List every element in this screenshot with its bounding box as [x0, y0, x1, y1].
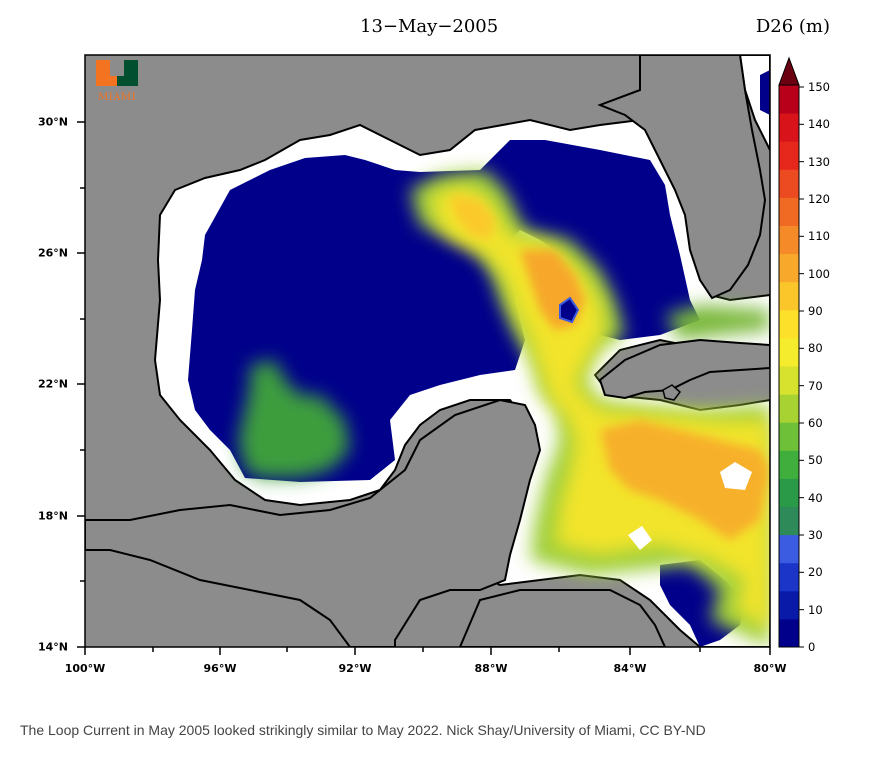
d26-map-figure: 13−May−2005 D26 (m) — [38, 16, 830, 675]
colorbar — [778, 84, 804, 648]
colorbar-tick-label: 120 — [808, 192, 830, 206]
florida-peninsula — [597, 55, 767, 300]
y-tick-26n: 26°N — [38, 246, 69, 260]
colorbar-tick-label: 100 — [808, 266, 830, 281]
colorbar-tick-label: 20 — [808, 565, 823, 580]
loop-current-yellow — [430, 185, 770, 630]
cuba-island — [598, 338, 770, 400]
colorbar-tick-label: 110 — [808, 229, 830, 244]
colorbar-tick-label: 50 — [808, 453, 823, 468]
x-tick-84w: 84°W — [613, 662, 647, 675]
colorbar-swatch — [779, 141, 799, 170]
colorbar-swatch — [779, 562, 799, 592]
colorbar-tick-label: 130 — [808, 154, 830, 169]
colorbar-swatch — [779, 590, 799, 620]
colorbar-swatch — [779, 225, 799, 255]
colorbar-swatch — [779, 309, 799, 339]
colorbar-swatch — [779, 197, 799, 226]
colorbar-swatch — [779, 337, 799, 367]
colorbar-swatch — [779, 281, 799, 311]
western-gulf-green-eddy — [238, 360, 350, 478]
loop-upper-orange — [450, 195, 495, 240]
colorbar-tick-label: 90 — [808, 304, 823, 318]
caribbean-white-eddy-2 — [628, 526, 652, 550]
colorbar-swatch — [779, 253, 799, 283]
x-tick-92w: 92°W — [338, 662, 372, 675]
university-of-miami-u-logo-icon — [96, 60, 138, 86]
colorbar-tick-label: 80 — [808, 341, 823, 356]
colorbar-tick-label: 30 — [808, 528, 823, 542]
colorbar-swatch — [779, 169, 799, 198]
university-of-miami-logo: MIAMI — [94, 58, 142, 108]
image-caption: The Loop Current in May 2005 looked stri… — [20, 722, 706, 738]
colorbar-swatch — [779, 422, 799, 451]
y-tick-14n: 14°N — [38, 640, 69, 654]
yucatan-peninsula — [85, 398, 542, 647]
colorbar-tick-label: 70 — [808, 378, 823, 393]
axis-ticks — [77, 121, 771, 655]
colorbar-swatch — [779, 394, 799, 423]
colorbar-tick-label: 150 — [808, 80, 830, 94]
upper-caribbean-green-band — [665, 305, 770, 340]
colorbar-swatch — [779, 534, 799, 564]
logo-text: MIAMI — [98, 92, 137, 103]
colorbar-tick-label: 40 — [808, 490, 823, 505]
x-tick-88w: 88°W — [474, 662, 508, 675]
x-tick-96w: 96°W — [203, 662, 237, 675]
colorbar-swatch — [779, 366, 799, 395]
y-tick-18n: 18°N — [38, 509, 69, 523]
caribbean-orange-core — [600, 420, 770, 540]
colorbar-swatch — [779, 618, 799, 648]
y-tick-22n: 22°N — [38, 377, 69, 391]
colorbar-swatch — [779, 85, 799, 114]
plot-frame — [84, 54, 771, 648]
central-america-coast — [458, 589, 667, 647]
colorbar-tick-label: 140 — [808, 117, 830, 132]
colorbar-swatch — [779, 450, 799, 479]
map-date-title: 13−May−2005 — [360, 16, 499, 37]
map-svg — [77, 54, 804, 655]
colorbar-max-arrow — [778, 56, 800, 86]
units-title: D26 (m) — [755, 16, 830, 37]
colorbar-tick-label: 10 — [808, 602, 823, 617]
x-tick-80w: 80°W — [753, 662, 787, 675]
colorbar-tick-label: 60 — [808, 416, 823, 430]
colorbar-tick-label: 0 — [808, 640, 816, 654]
atlantic-deep-water — [760, 70, 770, 115]
colorbar-swatch — [779, 506, 799, 536]
colorbar-swatch — [779, 113, 799, 142]
caribbean-islet — [662, 384, 682, 401]
colorbar-swatch — [779, 478, 799, 507]
y-tick-30n: 30°N — [38, 115, 69, 129]
x-tick-100w: 100°W — [64, 662, 106, 675]
loop-cyclonic-eddy — [559, 296, 580, 324]
caribbean-white-eddy — [720, 462, 752, 490]
